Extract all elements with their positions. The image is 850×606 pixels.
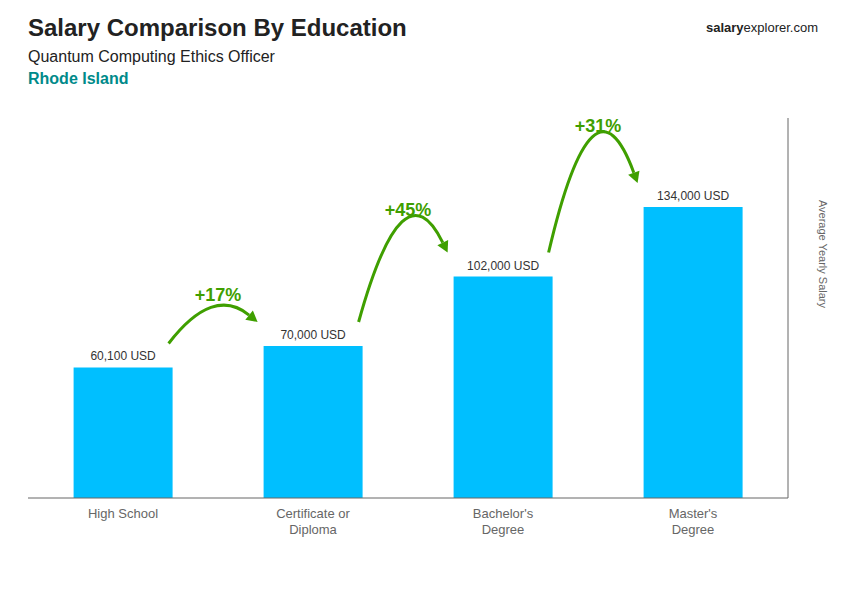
svg-text:Average Yearly Salary: Average Yearly Salary [817, 200, 829, 309]
svg-text:High School: High School [88, 506, 158, 521]
html-text:Rhode Island: Rhode Island [28, 70, 129, 87]
svg-text:Master'sDegree: Master'sDegree [669, 506, 718, 537]
svg-text:102,000 USD: 102,000 USD [467, 259, 539, 273]
svg-text:70,000 USD: 70,000 USD [280, 328, 346, 342]
html-text:Quantum Computing Ethics Offic: Quantum Computing Ethics Officer [28, 48, 275, 65]
svg-text:+31%: +31% [575, 116, 622, 136]
html-text:salary explorer.com: salary explorer.com [706, 20, 818, 35]
svg-text:60,100 USD: 60,100 USD [90, 349, 156, 363]
svg-text:Certificate orDiploma: Certificate orDiploma [276, 506, 350, 537]
svg-text:Bachelor'sDegree: Bachelor'sDegree [473, 506, 534, 537]
svg-text:134,000 USD: 134,000 USD [657, 189, 729, 203]
html-text:Salary Comparison By Education: Salary Comparison By Education [28, 14, 407, 41]
svg-text:+45%: +45% [385, 200, 432, 220]
svg-text:+17%: +17% [195, 285, 242, 305]
